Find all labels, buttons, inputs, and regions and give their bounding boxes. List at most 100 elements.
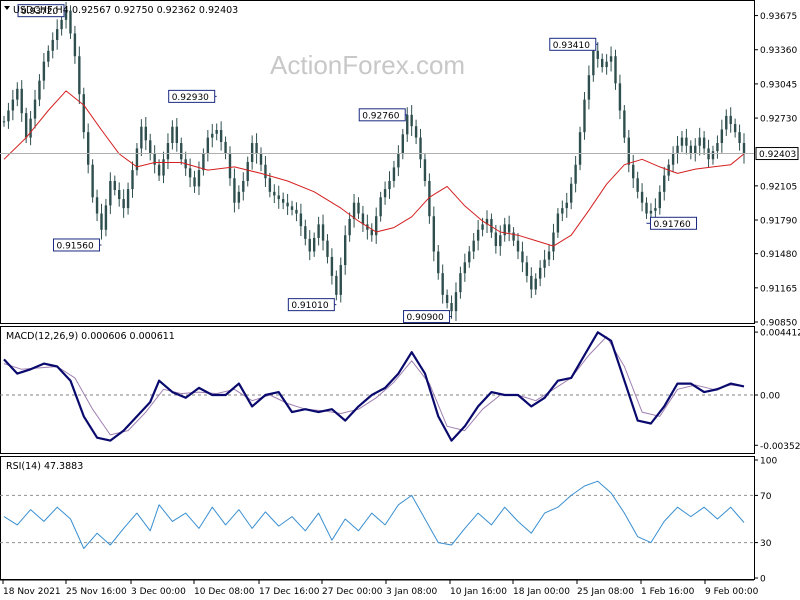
- y-tick-label: 0.91790: [760, 217, 797, 227]
- macd-axis: 0.004412 0.00 -0.003528: [754, 329, 800, 452]
- y-tick-label: 0.90850: [760, 319, 797, 329]
- candle-body: [330, 256, 334, 276]
- x-tick-label: 25 Nov 16:00: [66, 587, 127, 597]
- candle-body: [565, 202, 568, 209]
- candle-body: [503, 224, 506, 236]
- candle-body: [335, 275, 338, 295]
- rsi-series: [3, 480, 745, 549]
- candle-body: [304, 226, 307, 239]
- candle-body: [605, 61, 608, 68]
- candle-body: [149, 140, 152, 154]
- candle-body: [543, 259, 546, 268]
- candle-body: [286, 202, 289, 207]
- y-tick-label: 0.92730: [760, 115, 797, 125]
- price-panel[interactable]: [0, 0, 755, 324]
- candle-body: [33, 99, 37, 119]
- current-price-text: 0.92403: [759, 150, 796, 160]
- annotation-box: [650, 216, 698, 230]
- candle-body: [259, 153, 263, 165]
- candle-body: [592, 50, 595, 76]
- candle-body: [485, 218, 489, 225]
- y-tick-label: 0.93675: [760, 12, 797, 22]
- candle-body: [574, 164, 577, 184]
- x-tick-label: 10 Dec 08:00: [194, 587, 255, 597]
- candle-body: [716, 143, 719, 152]
- candle-body: [126, 189, 130, 209]
- candle-body: [711, 151, 715, 160]
- annotation-box: [403, 310, 451, 324]
- macd-series: [3, 331, 745, 442]
- candle-body: [654, 208, 657, 211]
- candle-body: [445, 294, 449, 304]
- candle-body: [250, 143, 254, 162]
- candle-body: [78, 56, 81, 95]
- y-tick-label: 0.92105: [760, 182, 797, 192]
- price-annotation: 0.93720: [17, 4, 67, 17]
- candle-body: [339, 265, 342, 295]
- x-tick-label: 9 Feb 00:00: [705, 587, 759, 597]
- candle-body: [463, 262, 467, 274]
- candle-body: [742, 143, 746, 154]
- candle-body: [82, 94, 85, 133]
- candle-body: [516, 240, 520, 252]
- candle-body: [507, 224, 511, 233]
- candle-body: [441, 273, 444, 295]
- candle-body: [188, 168, 192, 178]
- candle-body: [131, 170, 134, 190]
- rsi-axis: 100 70 30 0: [754, 457, 777, 585]
- ohlc-values: 0.92567 0.92750 0.92362 0.92403: [72, 5, 238, 16]
- candle-body: [206, 137, 210, 154]
- candle-body: [738, 132, 741, 144]
- x-tick-label: 10 Jan 16:00: [450, 587, 507, 597]
- candle-body: [649, 210, 653, 214]
- annotation-box: [549, 37, 597, 51]
- annotation-label: 0.91010: [291, 301, 328, 311]
- candle-body: [16, 88, 19, 100]
- candle-body: [321, 224, 325, 241]
- candle-body: [299, 213, 303, 227]
- price-annotation: 0.91010: [287, 298, 337, 312]
- dropdown-arrow-icon[interactable]: [4, 6, 10, 10]
- candle-body: [370, 229, 373, 236]
- y-tick-label: 0.93360: [760, 46, 797, 56]
- candle-body: [317, 224, 320, 238]
- candle-body: [277, 195, 280, 200]
- candle-body: [392, 167, 396, 181]
- candle-body: [676, 145, 679, 154]
- candle-body: [578, 132, 582, 165]
- x-tick-label: 18 Jan 00:00: [513, 587, 570, 597]
- annotation-label: 0.93410: [553, 41, 590, 51]
- candle-body: [609, 56, 613, 62]
- candle-body: [11, 99, 15, 111]
- candle-body: [534, 278, 537, 290]
- candle-body: [361, 213, 365, 225]
- annotation-label: 0.92930: [172, 93, 209, 103]
- candle-body: [423, 159, 427, 181]
- candle-body: [268, 178, 272, 192]
- candle-body: [140, 126, 143, 149]
- macd-panel[interactable]: [0, 326, 755, 454]
- candle-body: [144, 126, 147, 141]
- candle-body: [476, 229, 480, 241]
- candle-body: [569, 183, 573, 203]
- symbol-label: USDCHF,H4: [13, 5, 69, 16]
- candle-body: [379, 197, 382, 217]
- price-annotation: 0.90900: [403, 310, 452, 324]
- candle-body: [197, 170, 201, 187]
- candle-body: [587, 75, 591, 100]
- annotation-box: [358, 108, 406, 122]
- rsi-title: RSI(14) 47.3883: [6, 461, 83, 472]
- annotation-label: 0.92760: [362, 111, 399, 121]
- candle-body: [60, 19, 63, 30]
- candle-body: [91, 164, 94, 198]
- candle-body: [228, 153, 232, 179]
- candle-body: [95, 197, 99, 214]
- candle-body: [658, 191, 662, 209]
- candle-body: [680, 137, 684, 146]
- candle-body: [215, 130, 218, 134]
- candle-body: [552, 232, 555, 252]
- candle-body: [694, 145, 697, 154]
- candle-body: [24, 113, 28, 138]
- y-tick-label: 0.91480: [760, 250, 797, 260]
